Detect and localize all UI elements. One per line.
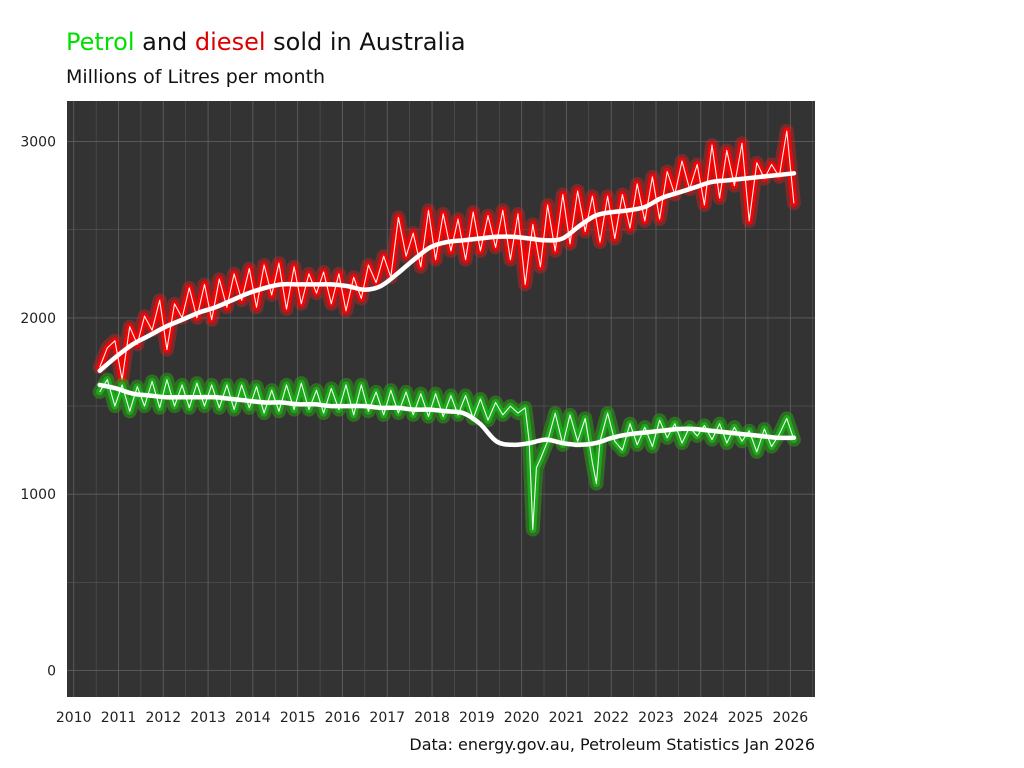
x-tick-label: 2013 [190,710,226,726]
chart-caption: Data: energy.gov.au, Petroleum Statistic… [409,735,815,754]
y-tick-label: 3000 [20,135,56,151]
petrol-trend-line [97,382,797,448]
x-tick-label: 2011 [101,710,137,726]
x-tick-label: 2018 [414,710,450,726]
x-tick-label: 2021 [549,710,585,726]
y-tick-label: 2000 [20,311,56,327]
chart-subtitle: Millions of Litres per month [66,66,325,88]
chart-title: Petrol and diesel sold in Australia [66,28,466,56]
petrol-series-line [99,379,795,531]
diesel-series-line [99,130,795,381]
x-tick-label: 2024 [683,710,719,726]
x-tick-label: 2017 [369,710,405,726]
x-tick-label: 2016 [325,710,361,726]
y-tick-label: 0 [47,664,56,680]
x-tick-label: 2015 [280,710,316,726]
x-tick-label: 2019 [459,710,495,726]
axis-labels: 2010 2011 2012 2013 2014 2015 2016 2017 2018 2019… [20,135,808,726]
x-tick-label: 2023 [638,710,674,726]
diesel-trend-line [97,171,797,374]
y-tick-label: 1000 [20,487,56,503]
x-tick-label: 2026 [773,710,809,726]
x-tick-label: 2014 [235,710,271,726]
x-tick-label: 2012 [145,710,181,726]
title-word-diesel: diesel [195,28,266,56]
x-tick-label: 2020 [504,710,540,726]
x-tick-label: 2022 [593,710,629,726]
x-tick-label: 2010 [56,710,92,726]
title-rest: sold in Australia [266,28,466,56]
series-layer [92,124,801,537]
x-tick-label: 2025 [728,710,764,726]
title-word-petrol: Petrol [66,28,134,56]
title-word-and: and [134,28,194,56]
